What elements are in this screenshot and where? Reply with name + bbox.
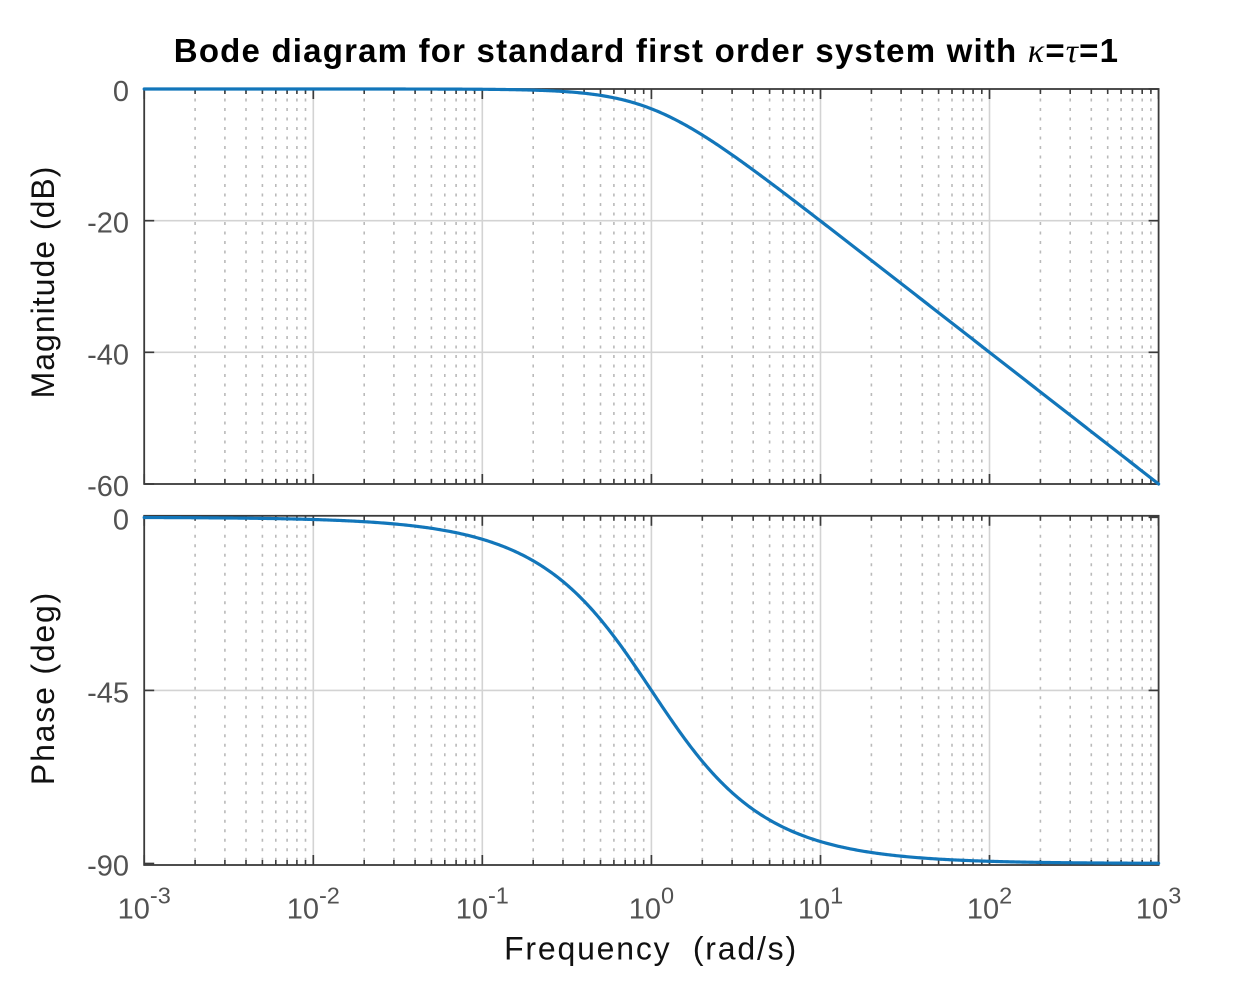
svg-text:-45: -45: [87, 677, 129, 709]
svg-text:Bode diagram for standard firs: Bode diagram for standard first order sy…: [174, 32, 1119, 70]
svg-text:Phase (deg): Phase (deg): [25, 591, 61, 785]
svg-text:Magnitude (dB): Magnitude (dB): [25, 166, 61, 399]
svg-text:-40: -40: [87, 339, 129, 371]
svg-text:-60: -60: [87, 471, 129, 503]
svg-text:Frequency (rad/s): Frequency (rad/s): [504, 931, 798, 967]
svg-text:-90: -90: [87, 851, 129, 883]
svg-text:-20: -20: [87, 208, 129, 240]
svg-text:0: 0: [113, 504, 129, 536]
svg-text:0: 0: [113, 76, 129, 108]
